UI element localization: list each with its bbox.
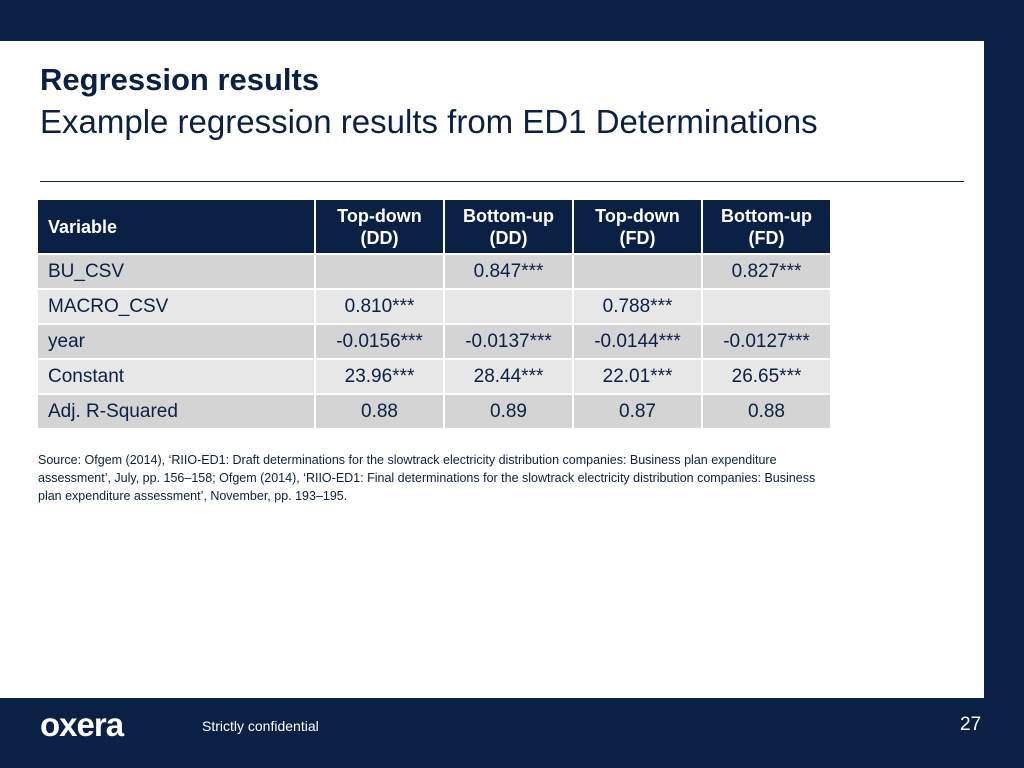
table-cell: 0.89 (445, 395, 572, 428)
slide-subtitle: Example regression results from ED1 Dete… (40, 103, 818, 140)
svg-text:oxera: oxera (40, 706, 125, 743)
regression-table: Variable Top-down (DD) Bottom-up (DD) Top-… (36, 198, 832, 430)
table-cell: -0.0144*** (574, 325, 701, 358)
table-cell (703, 290, 830, 323)
table-cell: -0.0127*** (703, 325, 830, 358)
confidentiality-label: Strictly confidential (202, 718, 319, 734)
table-header-row: Variable Top-down (DD) Bottom-up (DD) Top-… (38, 200, 830, 253)
table-cell: 0.87 (574, 395, 701, 428)
header-top-down-dd: Top-down (DD) (316, 200, 443, 253)
slide-content: Regression results Example regression re… (0, 41, 984, 698)
source-note: Source: Ofgem (2014), ‘RIIO-ED1: Draft d… (38, 453, 816, 503)
table-cell: Adj. R-Squared (38, 395, 314, 428)
title-divider (40, 181, 964, 182)
header-top-down-fd: Top-down (FD) (574, 200, 701, 253)
table-cell (445, 290, 572, 323)
table-cell: 0.827*** (703, 255, 830, 288)
table-cell: 23.96*** (316, 360, 443, 393)
table-cell: BU_CSV (38, 255, 314, 288)
header-variable: Variable (38, 200, 314, 253)
table-row: BU_CSV 0.847*** 0.827*** (38, 255, 830, 288)
table-cell: year (38, 325, 314, 358)
header-bottom-up-fd: Bottom-up (FD) (703, 200, 830, 253)
table-cell (316, 255, 443, 288)
table-cell: 26.65*** (703, 360, 830, 393)
table-cell (574, 255, 701, 288)
table-cell: 0.88 (316, 395, 443, 428)
table-cell: 0.788*** (574, 290, 701, 323)
oxera-logo: oxera (40, 706, 126, 743)
slide-title: Regression results (40, 62, 320, 97)
page-number: 27 (960, 714, 982, 735)
table-cell: -0.0137*** (445, 325, 572, 358)
table-row: year -0.0156*** -0.0137*** -0.0144*** -0… (38, 325, 830, 358)
table-cell: 28.44*** (445, 360, 572, 393)
table-cell: 0.810*** (316, 290, 443, 323)
table-row: Constant 23.96*** 28.44*** 22.01*** 26.6… (38, 360, 830, 393)
table-cell: 22.01*** (574, 360, 701, 393)
header-bottom-up-dd: Bottom-up (DD) (445, 200, 572, 253)
table-cell: 0.847*** (445, 255, 572, 288)
table-row: Adj. R-Squared 0.88 0.89 0.87 0.88 (38, 395, 830, 428)
table-cell: 0.88 (703, 395, 830, 428)
table-cell: MACRO_CSV (38, 290, 314, 323)
table-cell: Constant (38, 360, 314, 393)
table-cell: -0.0156*** (316, 325, 443, 358)
table-row: MACRO_CSV 0.810*** 0.788*** (38, 290, 830, 323)
